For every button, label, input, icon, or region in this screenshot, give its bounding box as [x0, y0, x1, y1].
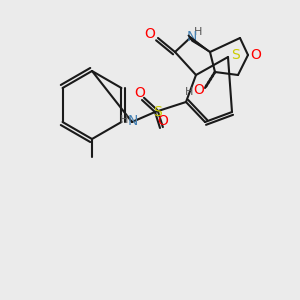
Polygon shape — [188, 35, 210, 52]
Text: N: N — [128, 114, 138, 128]
Text: S: S — [153, 105, 161, 119]
Text: O: O — [158, 114, 168, 128]
Text: H: H — [185, 87, 193, 97]
Text: O: O — [250, 48, 261, 62]
Text: N: N — [187, 30, 197, 44]
Text: S: S — [231, 48, 239, 62]
Text: O: O — [135, 86, 146, 100]
Text: O: O — [145, 27, 155, 41]
Text: H: H — [194, 27, 202, 37]
Text: O: O — [194, 83, 204, 97]
Text: H: H — [120, 115, 128, 125]
